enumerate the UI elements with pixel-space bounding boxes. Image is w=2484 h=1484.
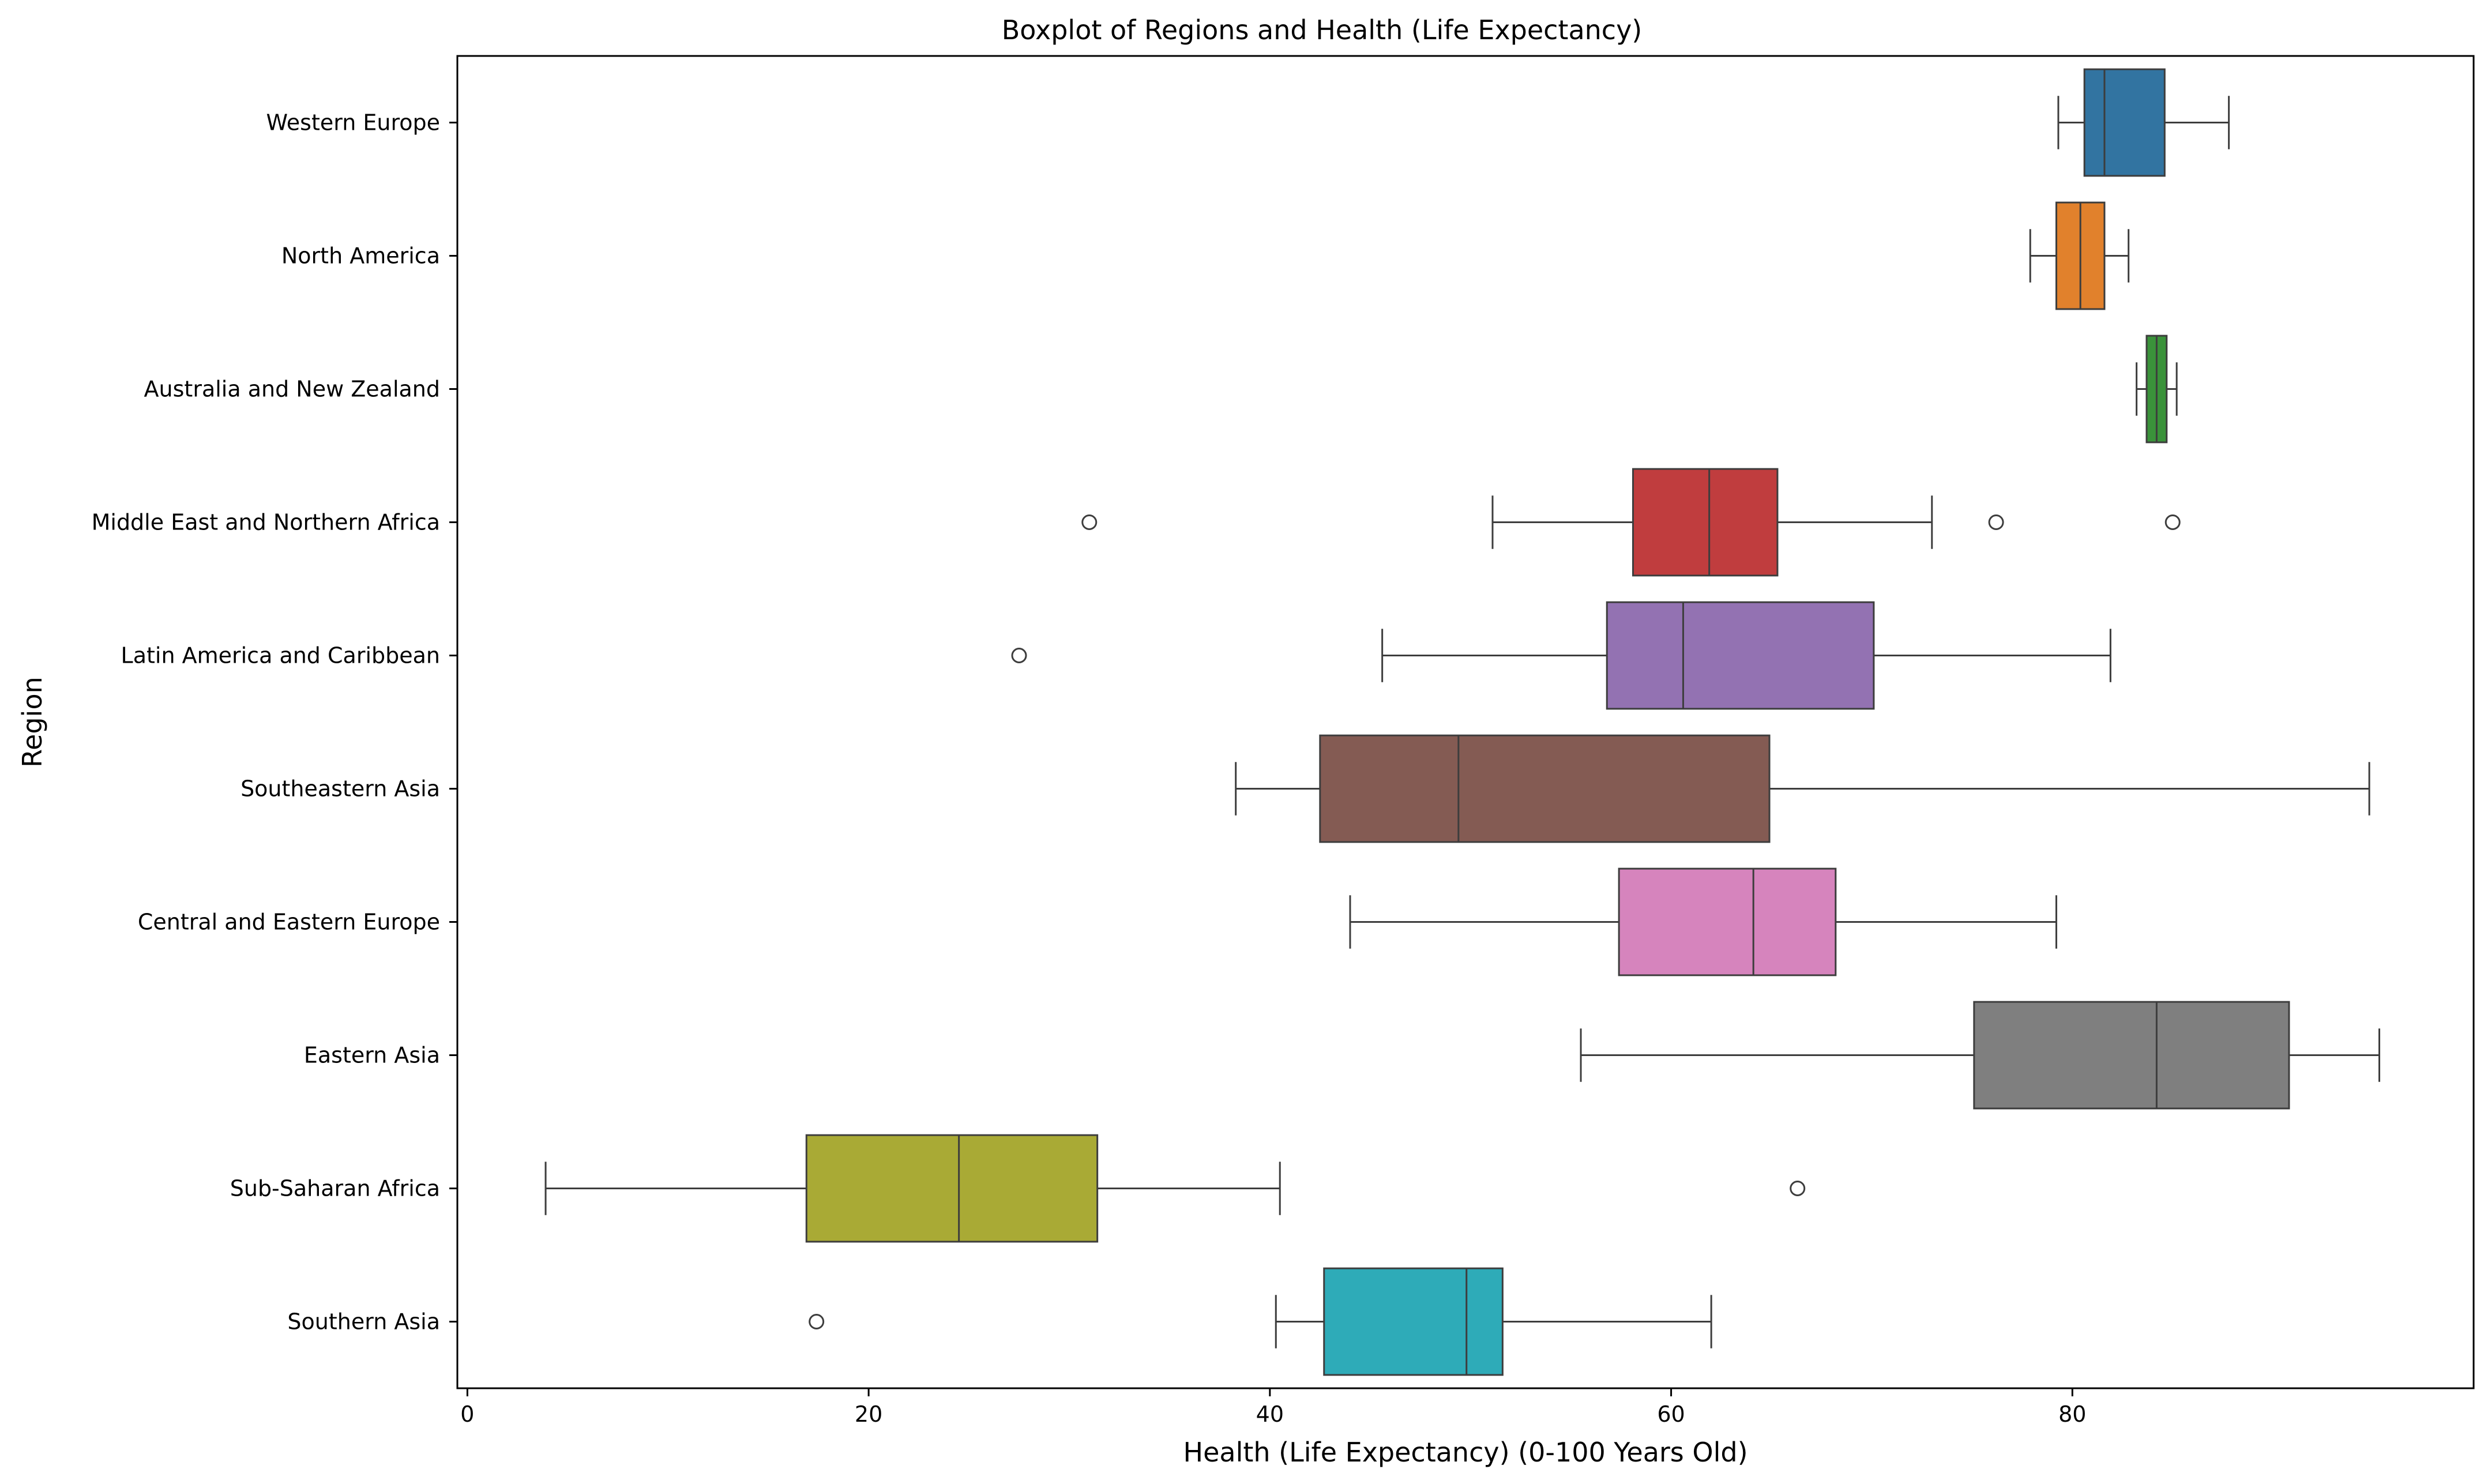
box-group	[2057, 68, 2230, 177]
box	[1618, 867, 1837, 976]
y-tick-label: North America	[281, 243, 440, 269]
box	[1319, 734, 1771, 843]
x-tick-label: 80	[2058, 1402, 2086, 1427]
box-group	[1580, 1001, 2381, 1110]
y-tick-label: Middle East and Northern Africa	[92, 510, 440, 535]
box-group	[544, 1134, 1806, 1243]
outlier-point	[1790, 1181, 1806, 1196]
y-tick-label: Latin America and Caribbean	[121, 643, 440, 668]
x-tick-label: 20	[855, 1402, 882, 1427]
x-tick-label: 0	[460, 1402, 474, 1427]
box-group	[1235, 734, 2370, 843]
plot-frame	[456, 55, 2475, 1389]
outlier-point	[1011, 648, 1027, 663]
y-tick-label: Southeastern Asia	[240, 776, 440, 802]
y-tick-label: Eastern Asia	[304, 1043, 440, 1068]
box-group	[2136, 335, 2178, 444]
outlier-point	[1081, 514, 1098, 530]
box	[1632, 468, 1779, 577]
box-group	[809, 1267, 1712, 1376]
y-tick-label: Western Europe	[266, 110, 440, 136]
box-group	[1349, 867, 2057, 976]
outlier-point	[1988, 514, 2004, 530]
x-axis: 0 20 40 60 80	[460, 1388, 2086, 1427]
y-tick-label: Australia and New Zealand	[144, 377, 440, 402]
box-group	[1081, 468, 2181, 577]
y-axis-label: Region	[17, 677, 48, 767]
plot-area	[544, 68, 2381, 1376]
box-group	[2029, 201, 2130, 310]
box	[805, 1134, 1099, 1243]
box	[2083, 68, 2166, 177]
box	[1973, 1001, 2290, 1110]
box-group	[1011, 601, 2111, 710]
y-tick-label: Sub-Saharan Africa	[230, 1176, 440, 1201]
chart-title: Boxplot of Regions and Health (Life Expe…	[1002, 14, 1643, 46]
y-axis: Western Europe North America Australia and…	[92, 110, 457, 1335]
x-tick-label: 40	[1256, 1402, 1284, 1427]
outlier-point	[809, 1314, 825, 1329]
x-axis-label: Health (Life Expectancy) (0-100 Years Ol…	[1183, 1437, 1748, 1468]
x-tick-label: 60	[1657, 1402, 1685, 1427]
y-tick-label: Central and Eastern Europe	[138, 910, 440, 935]
box	[1606, 601, 1875, 710]
box	[1323, 1267, 1504, 1376]
y-tick-label: Southern Asia	[287, 1309, 440, 1335]
outlier-point	[2164, 514, 2181, 530]
